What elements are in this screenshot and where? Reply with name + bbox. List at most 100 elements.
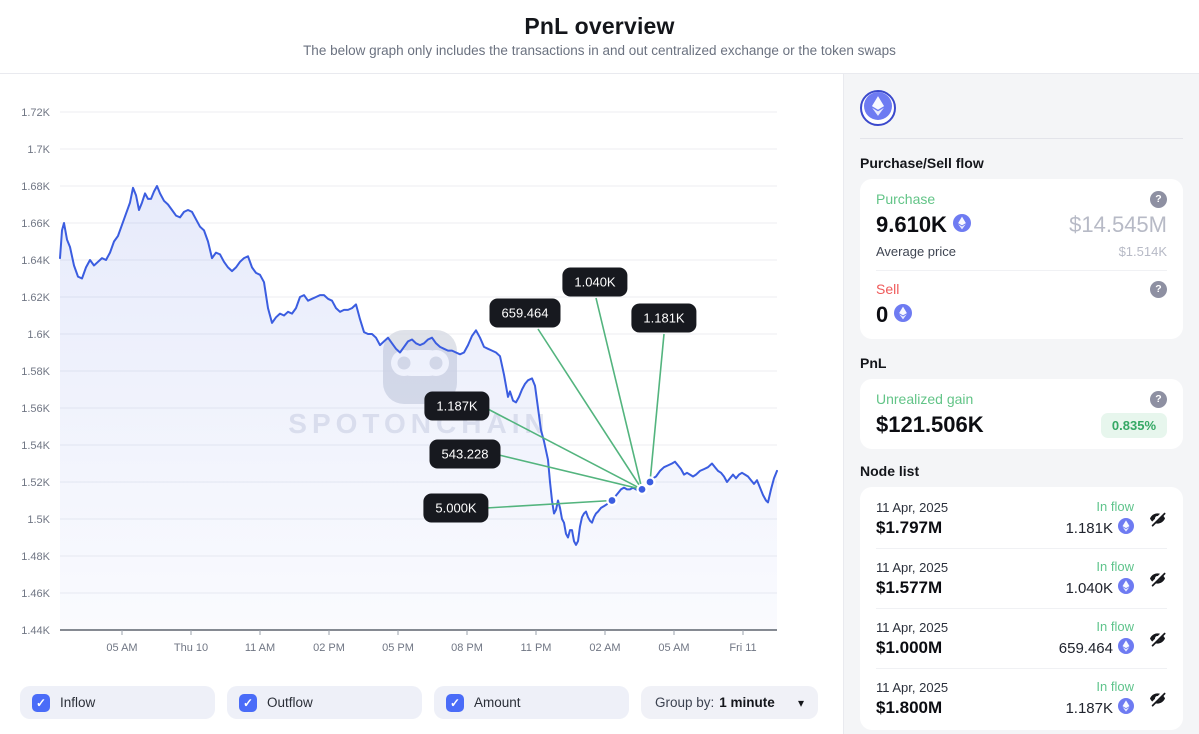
group-by-label: Group by: — [655, 695, 715, 710]
pnl-line-chart[interactable]: 1.72K 1.7K 1.68K 1.66K 1.64K 1.62K 1.6K 1.58K 1.… — [0, 74, 843, 734]
svg-text:Fri 11: Fri 11 — [729, 642, 756, 654]
purchase-usd-value: $14.545M — [1069, 212, 1167, 237]
svg-text:1.5K: 1.5K — [27, 514, 50, 526]
group-by-value: 1 minute — [719, 695, 775, 710]
svg-text:1.72K: 1.72K — [21, 107, 50, 119]
card-divider — [876, 270, 1167, 271]
node-usd-value: $1.797M — [876, 517, 943, 537]
svg-text:02 AM: 02 AM — [589, 642, 620, 654]
node-list-title: Node list — [860, 463, 920, 479]
node-amount: 659.464 — [1059, 638, 1134, 658]
eye-off-icon[interactable] — [1148, 509, 1167, 528]
flow-annotation-chip: 659.464 — [489, 298, 561, 328]
purchase-label: Purchase — [876, 191, 936, 207]
flow-marker — [606, 494, 618, 507]
checkbox-label: Inflow — [60, 695, 96, 710]
checkbox-checked-icon[interactable]: ✓ — [446, 693, 464, 712]
node-list-row: 11 Apr, 2025 $1.577M In flow 1.040K — [876, 549, 1167, 609]
flow-annotation-chip: 1.187K — [424, 391, 490, 421]
flow-marker — [636, 483, 648, 495]
node-date: 11 Apr, 2025 — [876, 619, 949, 635]
svg-text:1.6K: 1.6K — [27, 329, 50, 341]
node-direction: In flow — [1096, 679, 1134, 694]
svg-text:1.56K: 1.56K — [21, 403, 50, 415]
svg-text:05 AM: 05 AM — [658, 642, 689, 654]
pnl-section-title: PnL — [860, 355, 887, 371]
average-price-value: $1.514K — [1118, 244, 1167, 259]
svg-text:08 PM: 08 PM — [451, 642, 483, 654]
purchase-sell-card: Purchase ? 9.610K $14.545M Average price… — [860, 179, 1183, 339]
help-icon[interactable]: ? — [1150, 280, 1167, 298]
pnl-card: Unrealized gain ? $121.506K 0.835% — [860, 379, 1183, 449]
sell-amount: 0 — [876, 302, 913, 328]
eth-icon — [1118, 518, 1134, 538]
svg-text:Thu 10: Thu 10 — [174, 642, 208, 654]
svg-text:1.66K: 1.66K — [21, 218, 50, 230]
node-date: 11 Apr, 2025 — [876, 679, 949, 695]
page-header: PnL overview The below graph only includ… — [0, 0, 1199, 74]
node-direction: In flow — [1096, 499, 1134, 514]
main-content: 1.72K 1.7K 1.68K 1.66K 1.64K 1.62K 1.6K 1.58K 1.… — [0, 74, 1199, 734]
page-subtitle: The below graph only includes the transa… — [303, 43, 896, 58]
average-price-label: Average price — [876, 244, 956, 259]
chart-controls: ✓ Inflow ✓ Outflow ✓ Amount Group by: 1 minut… — [20, 686, 818, 719]
svg-text:1.58K: 1.58K — [21, 366, 50, 378]
eye-off-icon[interactable] — [1148, 689, 1167, 708]
svg-text:05 PM: 05 PM — [382, 642, 414, 654]
flow-annotation-chip: 1.181K — [631, 303, 697, 333]
svg-text:1.64K: 1.64K — [21, 255, 50, 267]
sidebar-divider — [860, 138, 1183, 139]
group-by-dropdown[interactable]: Group by: 1 minute ▾ — [641, 686, 818, 719]
node-list-row: 11 Apr, 2025 $1.000M In flow 659.464 — [876, 609, 1167, 669]
svg-text:1.46K: 1.46K — [21, 588, 50, 600]
help-icon[interactable]: ? — [1150, 190, 1167, 208]
svg-text:02 PM: 02 PM — [313, 642, 345, 654]
checkbox-pill-amount[interactable]: ✓ Amount — [434, 686, 629, 719]
checkbox-pill-inflow[interactable]: ✓ Inflow — [20, 686, 215, 719]
flow-annotation-chip: 5.000K — [423, 493, 489, 523]
checkbox-pill-outflow[interactable]: ✓ Outflow — [227, 686, 422, 719]
svg-text:05 AM: 05 AM — [106, 642, 137, 654]
eye-off-icon[interactable] — [1148, 629, 1167, 648]
node-date: 11 Apr, 2025 — [876, 499, 949, 515]
unrealized-gain-label: Unrealized gain — [876, 391, 974, 407]
ethereum-icon[interactable] — [860, 90, 896, 126]
checkbox-checked-icon[interactable]: ✓ — [32, 693, 50, 712]
sidebar: Purchase/Sell flow Purchase ? 9.610K $14… — [843, 74, 1199, 734]
checkbox-checked-icon[interactable]: ✓ — [239, 693, 257, 712]
ethereum-logo — [864, 91, 892, 125]
svg-text:11 PM: 11 PM — [521, 642, 552, 654]
eth-icon — [1118, 638, 1134, 658]
pnl-chart-panel[interactable]: 1.72K 1.7K 1.68K 1.66K 1.64K 1.62K 1.6K 1.58K 1.… — [0, 74, 843, 734]
svg-text:11 AM: 11 AM — [245, 642, 275, 654]
page-title: PnL overview — [524, 13, 675, 39]
unrealized-gain-value: $121.506K — [876, 412, 984, 437]
chevron-down-icon: ▾ — [797, 695, 804, 710]
node-list-card: 11 Apr, 2025 $1.797M In flow 1.181K 11 Apr,… — [860, 487, 1183, 730]
purchase-sell-flow-title: Purchase/Sell flow — [860, 155, 984, 171]
node-usd-value: $1.577M — [876, 577, 943, 597]
node-direction: In flow — [1096, 619, 1134, 634]
svg-text:1.54K: 1.54K — [21, 440, 50, 452]
svg-text:1.7K: 1.7K — [27, 144, 50, 156]
node-usd-value: $1.800M — [876, 697, 943, 717]
node-date: 11 Apr, 2025 — [876, 559, 949, 575]
flow-marker — [644, 476, 656, 488]
flow-annotation-chip: 1.040K — [562, 267, 628, 297]
purchase-amount: 9.610K — [876, 212, 971, 238]
node-amount: 1.187K — [1065, 698, 1134, 718]
eth-icon — [952, 212, 971, 238]
svg-text:1.48K: 1.48K — [21, 551, 50, 563]
help-icon[interactable]: ? — [1150, 390, 1167, 408]
node-usd-value: $1.000M — [876, 637, 943, 657]
node-amount: 1.181K — [1065, 518, 1134, 538]
node-list-row: 11 Apr, 2025 $1.800M In flow 1.187K — [876, 669, 1167, 728]
node-direction: In flow — [1096, 559, 1134, 574]
svg-text:1.44K: 1.44K — [21, 625, 50, 637]
eye-off-icon[interactable] — [1148, 569, 1167, 588]
eth-icon — [894, 302, 913, 328]
svg-text:1.52K: 1.52K — [21, 477, 50, 489]
node-amount: 1.040K — [1065, 578, 1134, 598]
gain-percent-badge: 0.835% — [1100, 412, 1167, 438]
flow-annotation-chip: 543.228 — [429, 439, 501, 469]
